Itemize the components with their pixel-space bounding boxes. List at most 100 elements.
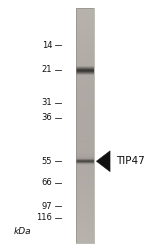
Bar <box>76 81 94 82</box>
Bar <box>76 233 94 234</box>
Bar <box>76 50 94 51</box>
Bar <box>76 197 94 198</box>
Text: 55: 55 <box>42 157 52 166</box>
Bar <box>76 70 94 71</box>
Bar <box>76 55 94 56</box>
Bar <box>76 61 94 62</box>
Bar <box>76 229 94 230</box>
Bar <box>76 157 94 158</box>
Bar <box>76 109 94 110</box>
Bar <box>76 201 94 202</box>
Bar <box>76 89 94 90</box>
Bar <box>76 11 94 12</box>
Bar <box>76 121 94 122</box>
Bar <box>76 39 94 40</box>
Bar <box>76 137 94 138</box>
Bar <box>76 85 94 86</box>
Bar <box>76 219 94 220</box>
Bar <box>76 143 94 144</box>
Bar <box>76 149 94 150</box>
Bar <box>76 129 94 130</box>
Bar <box>76 132 94 133</box>
Bar <box>76 94 94 95</box>
Bar <box>76 150 94 151</box>
Bar <box>76 220 94 221</box>
Bar <box>76 36 94 37</box>
Bar <box>76 8 94 242</box>
Bar <box>76 240 94 241</box>
Bar <box>76 198 94 199</box>
Bar <box>76 33 94 34</box>
Bar <box>76 32 94 33</box>
Bar <box>76 186 94 187</box>
Bar <box>76 161 94 162</box>
Bar <box>76 82 94 83</box>
Bar <box>76 107 94 108</box>
Bar <box>76 108 94 109</box>
Bar <box>76 14 94 15</box>
Bar <box>76 142 94 143</box>
Bar <box>76 45 94 46</box>
Bar <box>76 42 94 43</box>
Bar <box>76 167 94 168</box>
Bar <box>76 166 94 167</box>
Bar <box>76 66 94 67</box>
Bar <box>76 120 94 121</box>
Bar <box>76 72 94 73</box>
Bar <box>76 93 94 94</box>
Bar <box>76 173 94 174</box>
Text: 66: 66 <box>42 178 52 187</box>
Bar <box>76 18 94 19</box>
Bar <box>76 59 94 60</box>
Bar <box>76 16 94 17</box>
Bar <box>76 37 94 38</box>
Bar <box>76 170 94 171</box>
Bar <box>76 213 94 214</box>
Bar <box>76 98 94 99</box>
Bar <box>76 62 94 63</box>
Bar <box>76 238 94 239</box>
Bar <box>76 35 94 36</box>
Bar <box>76 71 94 72</box>
Bar <box>76 125 94 126</box>
Bar <box>76 223 94 224</box>
Bar <box>76 194 94 195</box>
Bar <box>76 46 94 47</box>
Bar <box>76 180 94 182</box>
Bar <box>76 199 94 200</box>
Text: 36: 36 <box>42 113 52 122</box>
Bar <box>76 228 94 229</box>
Bar <box>76 151 94 152</box>
Bar <box>76 17 94 18</box>
Bar <box>76 241 94 242</box>
Bar <box>76 176 94 177</box>
Bar <box>76 79 94 80</box>
Text: 97: 97 <box>42 202 52 211</box>
Bar <box>76 41 94 42</box>
Bar <box>76 48 94 49</box>
Bar <box>76 211 94 212</box>
Bar <box>76 144 94 145</box>
Bar <box>76 153 94 154</box>
Bar <box>76 227 94 228</box>
Bar <box>76 230 94 231</box>
Bar <box>76 224 94 225</box>
Bar <box>76 31 94 32</box>
Bar <box>76 20 94 21</box>
Bar <box>76 150 94 151</box>
Bar <box>76 30 94 31</box>
Bar <box>76 53 94 54</box>
Bar <box>76 165 94 166</box>
Bar <box>76 115 94 116</box>
Bar <box>76 148 94 149</box>
Bar <box>76 54 94 55</box>
Bar <box>76 140 94 141</box>
Bar <box>76 75 94 76</box>
Bar <box>76 182 94 183</box>
Bar <box>76 221 94 222</box>
Bar <box>76 206 94 207</box>
Bar <box>76 210 94 211</box>
Bar <box>76 187 94 188</box>
Bar <box>76 34 94 35</box>
Polygon shape <box>96 151 110 172</box>
